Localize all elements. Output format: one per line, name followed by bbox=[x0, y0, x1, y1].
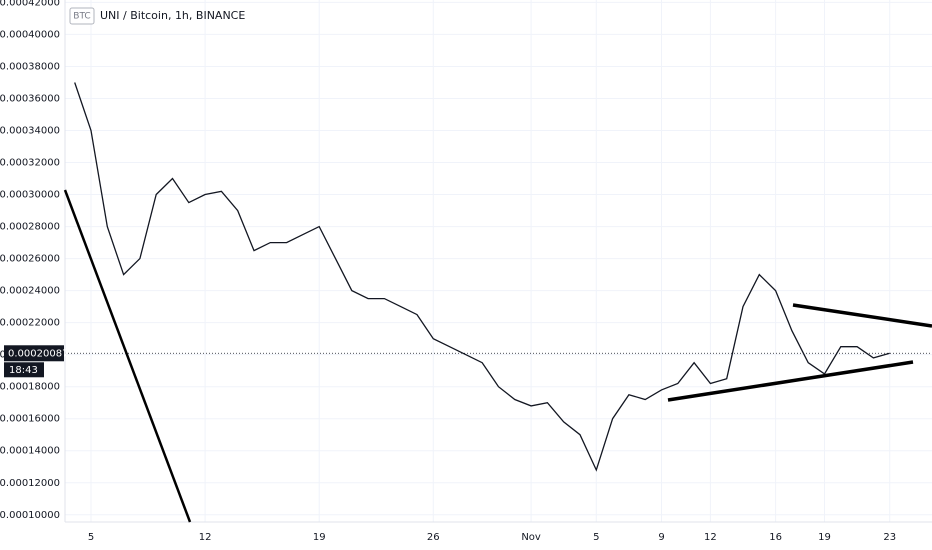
x-tick-label: Nov bbox=[521, 532, 541, 543]
trend-line bbox=[667, 360, 914, 402]
last-price-label: 0.00020087 bbox=[8, 348, 68, 359]
price-box bbox=[4, 345, 64, 362]
x-tick-label: 19 bbox=[313, 532, 326, 543]
y-tick-label: 0.00034000 bbox=[0, 126, 60, 137]
chart-title: UNI / Bitcoin, 1h, BINANCE bbox=[100, 9, 245, 22]
x-tick-label: 19 bbox=[818, 532, 831, 543]
y-tick-label: 0.00018000 bbox=[0, 382, 60, 393]
y-tick-label: 0.00032000 bbox=[0, 158, 60, 169]
y-tick-label: 0.00030000 bbox=[0, 190, 60, 201]
plot bbox=[65, 82, 932, 472]
y-tick-label: 0.00028000 bbox=[0, 222, 60, 233]
trend-line bbox=[792, 303, 932, 328]
x-tick-label: 12 bbox=[199, 532, 212, 543]
y-tick-label: 0.00022000 bbox=[0, 318, 60, 329]
y-tick-label: 0.00014000 bbox=[0, 446, 60, 457]
y-tick-label: 0.00036000 bbox=[0, 93, 60, 104]
y-tick-label: 0.00042000 bbox=[0, 0, 60, 8]
x-tick-label: 5 bbox=[593, 532, 599, 543]
price-line bbox=[74, 82, 890, 472]
y-tick-label: 0.00038000 bbox=[0, 61, 60, 72]
x-tick-label: 26 bbox=[427, 532, 440, 543]
y-tick-label: 0.00016000 bbox=[0, 414, 60, 425]
x-tick-label: 16 bbox=[769, 532, 782, 543]
x-tick-label: 5 bbox=[88, 532, 94, 543]
y-tick-label: 0.00010000 bbox=[0, 510, 60, 521]
y-tick-label: 0.00024000 bbox=[0, 286, 60, 297]
x-tick-label: 9 bbox=[658, 532, 664, 543]
y-tick-label: 0.00026000 bbox=[0, 254, 60, 265]
x-tick-label: 12 bbox=[704, 532, 717, 543]
y-tick-label: 0.00040000 bbox=[0, 29, 60, 40]
trend-line bbox=[63, 189, 192, 523]
countdown-box bbox=[4, 362, 44, 378]
y-tick-label: 0.00012000 bbox=[0, 478, 60, 489]
currency-badge: BTC bbox=[73, 12, 90, 22]
countdown: 18:43 bbox=[9, 365, 38, 376]
badge-box bbox=[69, 7, 95, 25]
x-tick-label: 23 bbox=[883, 532, 896, 543]
